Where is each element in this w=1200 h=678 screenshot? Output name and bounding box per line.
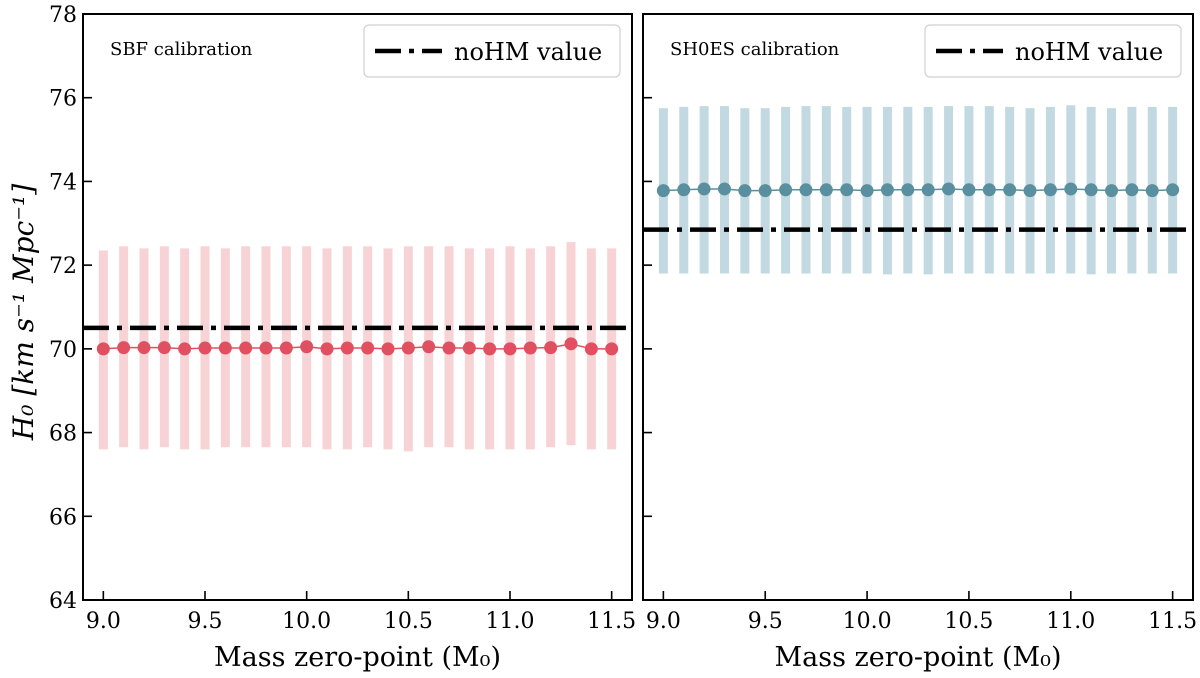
x-tick-label: 10.0 [843,609,892,634]
data-point [758,184,772,198]
legend-label: noHM value [1015,38,1163,66]
legend-label: noHM value [454,38,602,66]
data-point [1145,184,1159,198]
panel-sbf: 64 66 68 70 72 74 76 78 9.0 9.5 10.0 10.5 11.0 11.5 Ma… [49,3,636,673]
data-point [401,341,415,355]
data-point [901,183,915,197]
data-point [137,341,151,355]
data-point [117,341,131,355]
data-point [962,183,976,197]
x-tick-label: 11.0 [486,609,535,634]
y-tick-label: 74 [49,170,77,195]
data-point [523,341,537,355]
data-point [656,184,670,198]
y-tick-label: 76 [49,87,77,112]
x-tick-label: 11.0 [1046,609,1095,634]
data-point [239,341,253,355]
data-point [157,341,171,355]
data-point [279,341,293,355]
panel-sh0es: 9.0 9.5 10.0 10.5 11.0 11.5 Mass zero-point (M… [642,13,1197,673]
plot-frame [82,13,633,601]
x-tick-label: 11.5 [587,609,636,634]
data-point [381,342,395,356]
data-point [178,342,192,356]
data-point [717,182,731,196]
data-point [982,183,996,197]
data-point [422,340,436,354]
data-point [1166,183,1180,197]
data-point [1105,184,1119,198]
data-point [584,342,598,356]
panel-label: SH0ES calibration [670,39,840,60]
x-tick-label: 9.5 [748,609,783,634]
data-point [218,341,232,355]
data-point [300,340,314,354]
data-point [840,183,854,197]
data-point [677,183,691,197]
data-point [503,342,517,356]
y-tick-label: 68 [49,422,77,447]
x-axis-label: Mass zero-point (M₀) [214,642,501,673]
data-point [799,183,813,197]
data-point [1084,183,1098,197]
x-tick-label: 10.0 [282,609,331,634]
x-tick-label: 9.0 [86,609,121,634]
data-point [738,184,752,198]
y-axis-label: H₀ [km s⁻¹ Mpc⁻¹] [7,184,40,441]
data-point [605,342,619,356]
data-point [942,182,956,196]
legend-box [924,24,1182,78]
data-point [320,342,334,356]
data-point [1043,183,1057,197]
data-point [1023,184,1037,198]
data-point [1064,182,1078,196]
y-tick-label: 70 [49,338,77,363]
x-tick-label: 10.5 [384,609,433,634]
x-tick-label: 10.5 [944,609,993,634]
data-point [442,341,456,355]
data-point [860,184,874,198]
data-point [697,182,711,196]
data-point [819,183,833,197]
legend-box [363,24,621,78]
data-point [779,183,793,197]
data-point [564,337,578,351]
data-point [361,341,375,355]
y-tick-label: 78 [49,3,77,28]
x-tick-label: 11.5 [1148,609,1197,634]
y-tick-label: 64 [49,589,77,614]
data-point [340,341,354,355]
data-point [1003,183,1017,197]
x-axis-label: Mass zero-point (M₀) [774,642,1061,673]
data-point [921,183,935,197]
data-point [96,342,110,356]
data-point [483,342,497,356]
data-point [462,341,476,355]
x-tick-label: 9.5 [188,609,223,634]
data-point [544,341,558,355]
data-point [259,341,273,355]
data-point [1125,183,1139,197]
plot-frame [642,13,1194,601]
data-point [198,341,212,355]
x-tick-label: 9.0 [646,609,681,634]
y-tick-label: 72 [49,254,77,279]
data-point [880,183,894,197]
panel-label: SBF calibration [110,39,253,60]
y-tick-label: 66 [49,505,77,530]
